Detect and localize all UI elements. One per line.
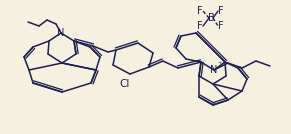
Text: F: F — [197, 21, 203, 31]
Text: B: B — [207, 13, 214, 23]
Text: F: F — [197, 6, 203, 16]
Text: N: N — [210, 65, 218, 75]
Text: F: F — [218, 6, 224, 16]
Text: F: F — [218, 21, 224, 31]
Text: N: N — [57, 28, 65, 38]
Text: Cl: Cl — [120, 79, 130, 89]
Text: ⁺: ⁺ — [217, 60, 221, 70]
